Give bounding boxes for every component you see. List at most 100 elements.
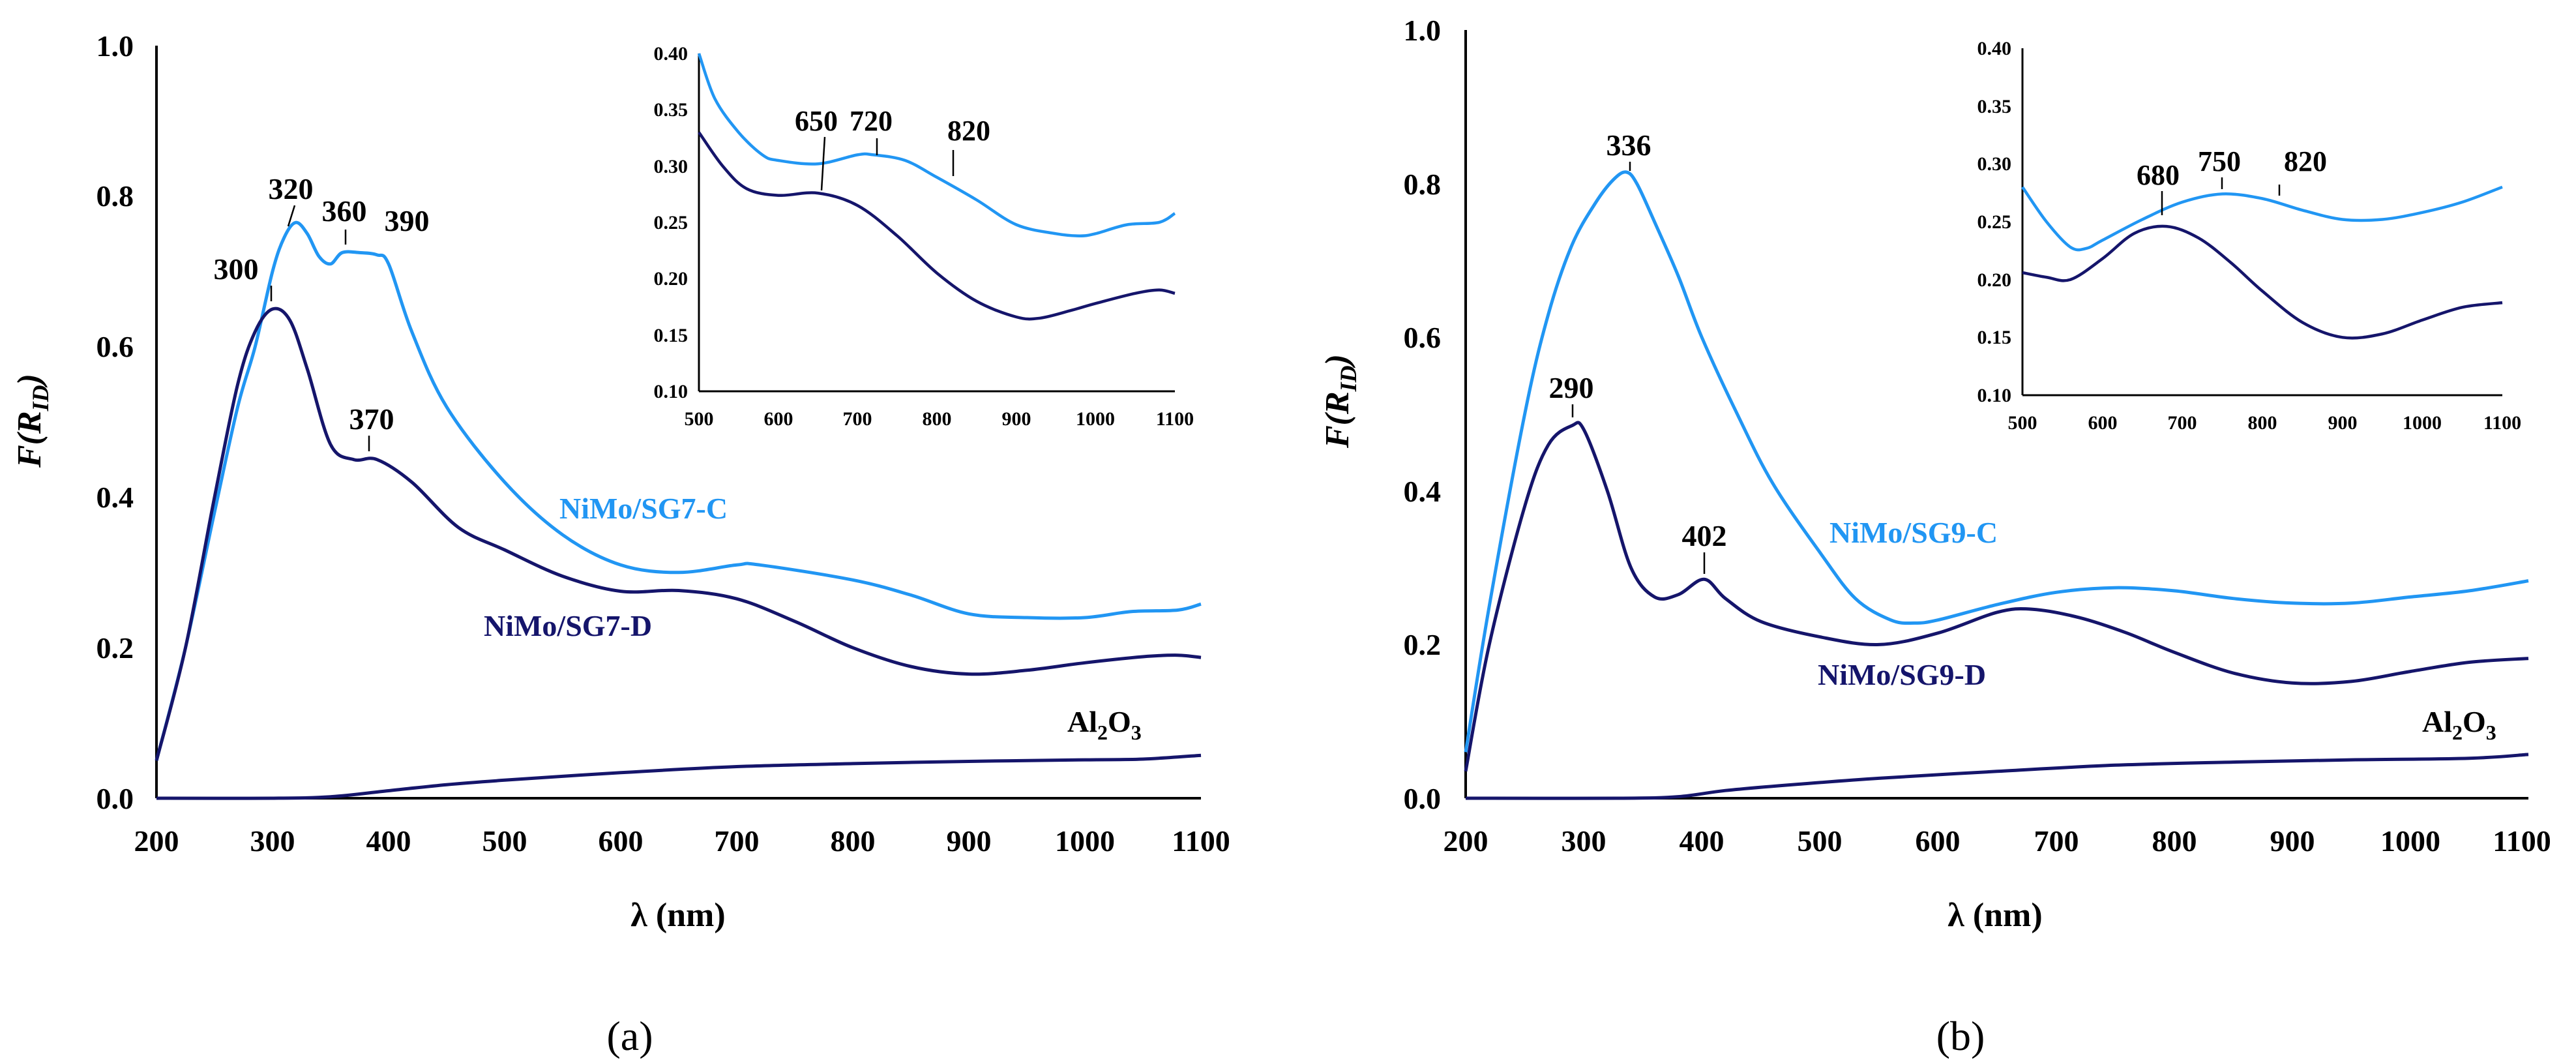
panel-a-label-dark-series: NiMo/SG7-D <box>484 609 652 642</box>
panel-a-peak-320-marker <box>287 205 296 227</box>
panel-a-inset-xtick-1: 600 <box>764 408 793 430</box>
panel-a-inset-xtick-6: 1100 <box>1156 408 1194 430</box>
panel-b-xtick-7: 900 <box>2270 824 2315 858</box>
panel-b-label-light-series: NiMo/SG9-C <box>1829 516 1998 549</box>
panel-b-inset-ytick-5: 0.35 <box>1977 96 2012 117</box>
panel-b-inset: 0.10 0.15 0.20 0.25 0.30 0.35 0.40 500 6… <box>1977 38 2522 434</box>
panel-a-inset-ytick-4: 0.30 <box>654 156 688 177</box>
panel-b-ytick-2: 0.4 <box>1404 475 1442 508</box>
panel-a-inset-xtick-0: 500 <box>685 408 714 430</box>
panel-b-inset-ytick-3: 0.25 <box>1977 211 2012 233</box>
panel-a-xtick-2: 400 <box>366 824 411 858</box>
panel-b-peak-290: 290 <box>1549 371 1594 404</box>
panel-b-label-dark-series: NiMo/SG9-D <box>1818 658 1986 691</box>
panel-a-plot-area <box>155 220 1202 800</box>
panel-b-xtick-6: 800 <box>2152 824 2197 858</box>
panel-b-inset-xtick-2: 700 <box>2168 412 2197 434</box>
panel-b-xtick-3: 500 <box>1798 824 1843 858</box>
panel-b-xtick-9: 1100 <box>2493 824 2551 858</box>
panel-b-label: (b) <box>1936 1013 1985 1059</box>
panel-b-ytick-3: 0.6 <box>1404 321 1442 354</box>
panel-b-inset-peak-820: 820 <box>2284 145 2327 177</box>
panel-a-xtick-9: 1100 <box>1172 824 1230 858</box>
panel-b-inset-xtick-5: 1000 <box>2403 412 2442 434</box>
panel-b-xtick-4: 600 <box>1916 824 1961 858</box>
panel-a-xtick-6: 800 <box>831 824 876 858</box>
panel-a-peak-360: 360 <box>322 194 367 228</box>
panel-a-label-light-series: NiMo/SG7-C <box>559 492 728 525</box>
panel-b-inset-ytick-4: 0.30 <box>1977 153 2012 175</box>
panel-b-peak-336: 336 <box>1606 128 1651 162</box>
panel-a-series-line-0 <box>155 220 1202 761</box>
panel-a-peak-370: 370 <box>349 402 394 436</box>
panel-b-inset-plot-area <box>2021 185 2503 340</box>
panel-a-inset-peak-820: 820 <box>947 115 990 147</box>
panel-a-xtick-5: 700 <box>715 824 760 858</box>
panel-a-inset-plot-area <box>697 53 1176 321</box>
panel-a-xtick-0: 200 <box>134 824 179 858</box>
panel-b-ytick-0: 0.0 <box>1404 782 1442 815</box>
panel-a-ytick-1: 0.2 <box>96 631 134 665</box>
panel-a-inset-xtick-4: 900 <box>1002 408 1031 430</box>
panel-b-inset-xtick-3: 800 <box>2248 412 2277 434</box>
panel-a-xtick-7: 900 <box>947 824 992 858</box>
panel-b-xtick-8: 1000 <box>2380 824 2440 858</box>
panel-a-ytick-0: 0.0 <box>96 782 134 815</box>
panel-b-inset-ytick-0: 0.10 <box>1977 385 2012 406</box>
panel-a: 0.0 0.2 0.4 0.6 0.8 1.0 200 300 400 500 … <box>11 29 1230 1059</box>
panel-b-ytick-5: 1.0 <box>1404 14 1442 47</box>
panel-b-inset-xtick-1: 600 <box>2088 412 2118 434</box>
panel-b-series-line-2 <box>1465 753 2529 800</box>
panel-a-inset-ytick-1: 0.15 <box>654 325 688 346</box>
panel-a-inset-peak-650-marker <box>820 136 826 191</box>
panel-b-xtick-0: 200 <box>1443 824 1488 858</box>
panel-a-inset-xtick-2: 700 <box>843 408 872 430</box>
panel-b-x-axis-label: λ (nm) <box>1947 897 2042 934</box>
panel-b-plot-area <box>1464 170 2529 800</box>
panel-b-series-line-1 <box>1464 421 2529 772</box>
panel-b: 0.0 0.2 0.4 0.6 0.8 1.0 200 300 400 500 … <box>1319 14 2551 1059</box>
panel-b-series-line-0 <box>1464 170 2529 753</box>
panel-b-inset-peak-680: 680 <box>2137 159 2180 191</box>
panel-b-label-al2o3: Al2O3 <box>2422 705 2496 744</box>
panel-a-ytick-4: 0.8 <box>96 179 134 213</box>
panel-a-ytick-3: 0.6 <box>96 330 134 363</box>
panel-a-inset-xtick-3: 800 <box>923 408 952 430</box>
panel-b-inset-ytick-2: 0.20 <box>1977 269 2012 291</box>
panel-b-y-axis-label: F(RID) <box>1319 354 1361 449</box>
panel-a-label: (a) <box>606 1013 653 1059</box>
panel-a-inset-peak-720: 720 <box>850 105 893 137</box>
panel-b-inset-series-line-1 <box>2022 224 2503 340</box>
panel-a-peak-320: 320 <box>269 172 314 205</box>
panel-a-peak-390: 390 <box>385 204 430 237</box>
panel-a-xtick-1: 300 <box>250 824 295 858</box>
panel-a-inset-series-line-0 <box>697 53 1176 237</box>
panel-b-xtick-2: 400 <box>1680 824 1725 858</box>
panel-a-inset-ytick-3: 0.25 <box>654 212 688 233</box>
panel-a-label-al2o3: Al2O3 <box>1067 705 1142 744</box>
panel-a-inset-ytick-2: 0.20 <box>654 268 688 290</box>
panel-a-inset-series-line-1 <box>698 131 1176 321</box>
panel-b-inset-xtick-6: 1100 <box>2483 412 2521 434</box>
panel-a-xtick-8: 1000 <box>1055 824 1115 858</box>
panel-a-series-line-2 <box>156 753 1202 800</box>
panel-a-series-line-1 <box>155 307 1202 761</box>
panel-b-inset-xtick-4: 900 <box>2328 412 2358 434</box>
panel-b-inset-ytick-6: 0.40 <box>1977 38 2012 59</box>
panel-a-x-axis-label: λ (nm) <box>630 897 725 934</box>
panel-b-ytick-4: 0.8 <box>1404 168 1442 201</box>
panel-a-xtick-4: 600 <box>599 824 644 858</box>
panel-a-inset-xtick-5: 1000 <box>1076 408 1115 430</box>
panel-a-inset: 0.10 0.15 0.20 0.25 0.30 0.35 0.40 500 6… <box>654 43 1194 430</box>
panel-a-inset-ytick-6: 0.40 <box>654 43 688 65</box>
panel-b-inset-xtick-0: 500 <box>2008 412 2037 434</box>
panel-a-ytick-5: 1.0 <box>96 29 134 63</box>
panel-a-peak-300: 300 <box>214 252 259 286</box>
panel-b-xtick-5: 700 <box>2034 824 2079 858</box>
panel-b-inset-peak-750: 750 <box>2198 145 2241 177</box>
panel-a-inset-ytick-0: 0.10 <box>654 381 688 402</box>
panel-a-inset-peak-650: 650 <box>795 105 838 137</box>
panel-a-xtick-3: 500 <box>482 824 527 858</box>
panel-a-inset-ytick-5: 0.35 <box>654 99 688 121</box>
